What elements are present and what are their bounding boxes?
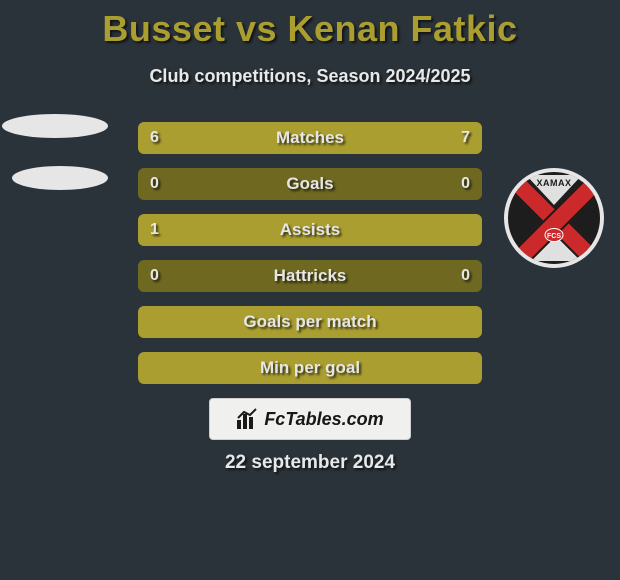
season-subtitle: Club competitions, Season 2024/2025 <box>0 66 620 87</box>
stat-row-goals: 0 Goals 0 <box>138 168 482 200</box>
logo-name: XAMAX <box>536 178 571 188</box>
page-title: Busset vs Kenan Fatkic <box>0 0 620 50</box>
stat-row-goals-per-match: Goals per match <box>138 306 482 338</box>
date-label: 22 september 2024 <box>0 452 620 474</box>
avatar-shape <box>2 114 108 138</box>
stat-label: Min per goal <box>138 352 482 384</box>
stat-value-right: 7 <box>461 122 470 154</box>
logo-subname-badge: FCS <box>544 228 564 247</box>
fctables-label: FcTables.com <box>264 409 383 430</box>
logo-circle: XAMAX FCS <box>504 168 604 268</box>
stat-label: Hattricks <box>138 260 482 292</box>
stat-value-right: 0 <box>461 260 470 292</box>
stats-bars: 6 Matches 7 0 Goals 0 1 Assists 0 Hattri… <box>138 122 482 398</box>
fctables-link[interactable]: FcTables.com <box>209 398 411 440</box>
stat-label: Assists <box>138 214 482 246</box>
avatar-shape <box>12 166 108 190</box>
stat-value-right: 0 <box>461 168 470 200</box>
stat-row-assists: 1 Assists <box>138 214 482 246</box>
stat-row-min-per-goal: Min per goal <box>138 352 482 384</box>
stat-label: Goals <box>138 168 482 200</box>
stat-label: Matches <box>138 122 482 154</box>
stat-row-hattricks: 0 Hattricks 0 <box>138 260 482 292</box>
player-avatar-left <box>0 100 108 210</box>
fctables-bars-icon <box>236 408 258 430</box>
svg-text:FCS: FCS <box>547 233 561 240</box>
stat-label: Goals per match <box>138 306 482 338</box>
club-logo-right: XAMAX FCS <box>504 168 614 278</box>
fcs-oval-icon: FCS <box>544 228 564 242</box>
stat-row-matches: 6 Matches 7 <box>138 122 482 154</box>
